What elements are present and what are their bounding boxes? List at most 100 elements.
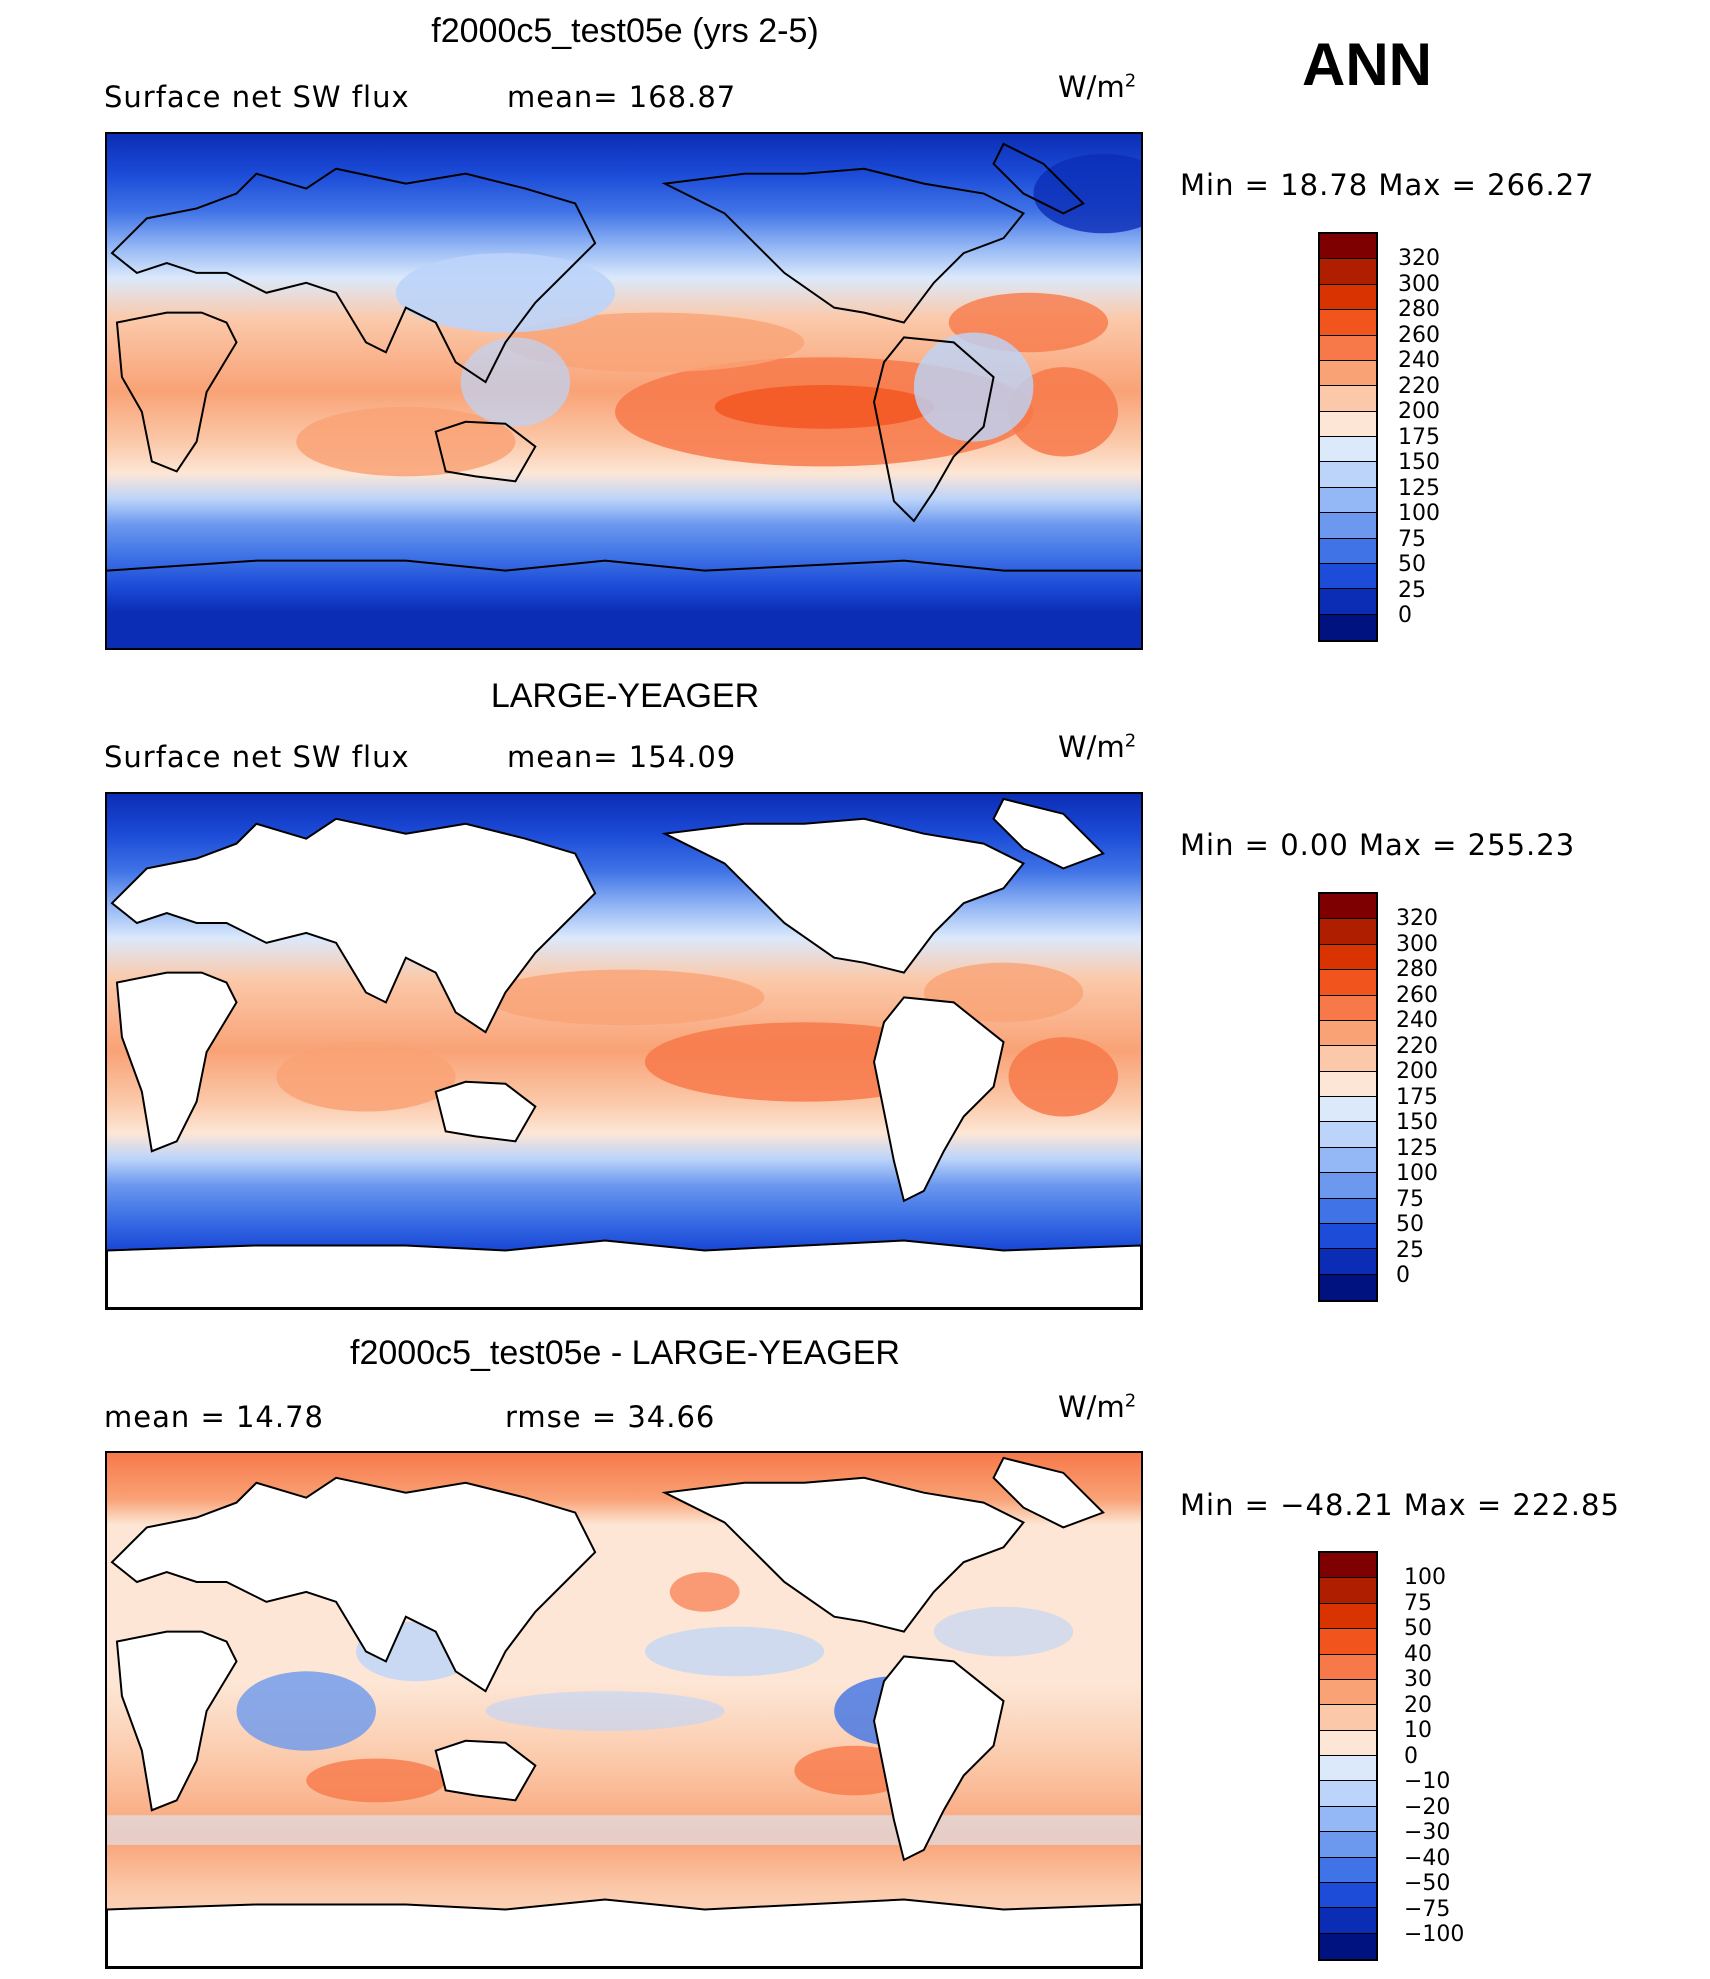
- colorbar-tick-label: 50: [1396, 1212, 1424, 1237]
- colorbar-swatch: [1320, 1147, 1376, 1174]
- colorbar-swatch: [1320, 1071, 1376, 1097]
- colorbar-swatch: [1320, 1730, 1376, 1756]
- colorbar-tick-label: 75: [1396, 1186, 1424, 1212]
- colorbar-swatch: [1320, 538, 1376, 564]
- colorbar-tick-label: 150: [1396, 1110, 1438, 1135]
- colorbar-1: [1318, 232, 1378, 642]
- colorbar-tick-label: 125: [1396, 1135, 1438, 1161]
- colorbar-swatch: [1320, 1933, 1376, 1959]
- panel-1-title: f2000c5_test05e (yrs 2-5): [431, 12, 819, 50]
- colorbar-swatch: [1320, 1705, 1376, 1731]
- colorbar-swatch: [1320, 1173, 1376, 1199]
- colorbar-tick-label: 240: [1398, 348, 1440, 373]
- colorbar-tick-label: 240: [1396, 1008, 1438, 1033]
- colorbar-tick-label: 280: [1396, 957, 1438, 982]
- colorbar-swatch: [1320, 1654, 1376, 1680]
- colorbar-tick-label: 25: [1398, 577, 1426, 603]
- colorbar-swatch: [1320, 1020, 1376, 1047]
- colorbar-swatch: [1320, 360, 1376, 387]
- colorbar-swatch: [1320, 563, 1376, 590]
- colorbar-swatch: [1320, 995, 1376, 1021]
- colorbar-swatch: [1320, 335, 1376, 361]
- colorbar-tick-label: 50: [1398, 552, 1426, 577]
- colorbar-tick-label: 30: [1404, 1667, 1432, 1692]
- colorbar-swatch: [1320, 1223, 1376, 1250]
- colorbar-tick-label: 220: [1398, 373, 1440, 399]
- colorbar-tick-label: −10: [1404, 1769, 1451, 1794]
- colorbar-swatch: [1320, 614, 1376, 640]
- colorbar-tick-label: 300: [1396, 931, 1438, 957]
- colorbar-swatch: [1320, 1908, 1376, 1934]
- colorbar-2: [1318, 892, 1378, 1302]
- colorbar-swatch: [1320, 310, 1376, 336]
- colorbar-swatch: [1320, 386, 1376, 412]
- colorbar-tick-label: 300: [1398, 271, 1440, 297]
- colorbar-swatch: [1320, 437, 1376, 463]
- colorbar-tick-label: −40: [1404, 1845, 1451, 1871]
- colorbar-swatch: [1320, 1097, 1376, 1123]
- colorbar-tick-label: −50: [1404, 1871, 1451, 1896]
- colorbar-swatch: [1320, 1553, 1376, 1579]
- colorbar-swatch: [1320, 894, 1376, 920]
- panel-1-min-max: Min = 18.78 Max = 266.27: [1180, 168, 1595, 202]
- colorbar-tick-label: 320: [1398, 246, 1440, 271]
- colorbar-swatch: [1320, 919, 1376, 945]
- colorbar-tick-label: 75: [1404, 1590, 1432, 1616]
- colorbar-tick-label: 220: [1396, 1033, 1438, 1059]
- colorbar-tick-label: 100: [1398, 501, 1440, 526]
- colorbar-swatch: [1320, 1882, 1376, 1909]
- panel-1-units: W/m2: [1058, 70, 1137, 104]
- colorbar-tick-label: 175: [1396, 1084, 1438, 1110]
- colorbar-tick-label: 0: [1404, 1743, 1418, 1769]
- colorbar-tick-label: 0: [1398, 603, 1412, 628]
- colorbar-tick-label: 40: [1404, 1641, 1432, 1667]
- panel-3-title: f2000c5_test05e - LARGE-YEAGER: [350, 1334, 900, 1372]
- colorbar-tick-label: 0: [1396, 1263, 1410, 1288]
- colorbar-tick-label: 280: [1398, 297, 1440, 322]
- colorbar-tick-label: 75: [1398, 526, 1426, 552]
- colorbar-swatch: [1320, 589, 1376, 615]
- panel-1-mean: mean= 168.87: [507, 80, 737, 114]
- colorbar-swatch: [1320, 284, 1376, 311]
- colorbar-tick-label: 10: [1404, 1718, 1432, 1743]
- panel-1-map: [105, 132, 1143, 650]
- colorbar-tick-label: 25: [1396, 1237, 1424, 1263]
- panel-2-title: LARGE-YEAGER: [490, 677, 760, 715]
- panel-1-field-name: Surface net SW flux: [104, 80, 410, 114]
- panel-3-mean: mean = 14.78: [104, 1400, 324, 1434]
- colorbar-swatch: [1320, 1603, 1376, 1630]
- colorbar-swatch: [1320, 1756, 1376, 1782]
- colorbar-swatch: [1320, 1857, 1376, 1883]
- colorbar-swatch: [1320, 1629, 1376, 1655]
- colorbar-swatch: [1320, 234, 1376, 260]
- colorbar-swatch: [1320, 1198, 1376, 1224]
- colorbar-swatch: [1320, 411, 1376, 437]
- colorbar-swatch: [1320, 1274, 1376, 1300]
- colorbar-swatch: [1320, 513, 1376, 539]
- colorbar-swatch: [1320, 487, 1376, 514]
- colorbar-swatch: [1320, 1249, 1376, 1275]
- colorbar-tick-label: 200: [1398, 399, 1440, 424]
- colorbar-3: [1318, 1551, 1378, 1961]
- colorbar-tick-label: 200: [1396, 1059, 1438, 1084]
- panel-2-units: W/m2: [1058, 730, 1137, 764]
- panel-2-map: [105, 792, 1143, 1310]
- colorbar-swatch: [1320, 1781, 1376, 1807]
- colorbar-tick-label: 100: [1396, 1161, 1438, 1186]
- colorbar-tick-label: −20: [1404, 1794, 1451, 1820]
- colorbar-tick-label: 175: [1398, 424, 1440, 450]
- colorbar-tick-label: 260: [1396, 982, 1438, 1008]
- colorbar-swatch: [1320, 1679, 1376, 1706]
- colorbar-tick-label: 100: [1404, 1565, 1446, 1590]
- colorbar-tick-label: 125: [1398, 475, 1440, 501]
- panel-3-units: W/m2: [1058, 1390, 1137, 1424]
- colorbar-tick-label: 320: [1396, 906, 1438, 931]
- panel-2-min-max: Min = 0.00 Max = 255.23: [1180, 828, 1576, 862]
- colorbar-swatch: [1320, 1806, 1376, 1833]
- colorbar-tick-label: 260: [1398, 322, 1440, 348]
- colorbar-swatch: [1320, 462, 1376, 488]
- colorbar-swatch: [1320, 1832, 1376, 1858]
- colorbar-swatch: [1320, 970, 1376, 996]
- colorbar-swatch: [1320, 1578, 1376, 1604]
- colorbar-tick-label: −100: [1404, 1922, 1465, 1947]
